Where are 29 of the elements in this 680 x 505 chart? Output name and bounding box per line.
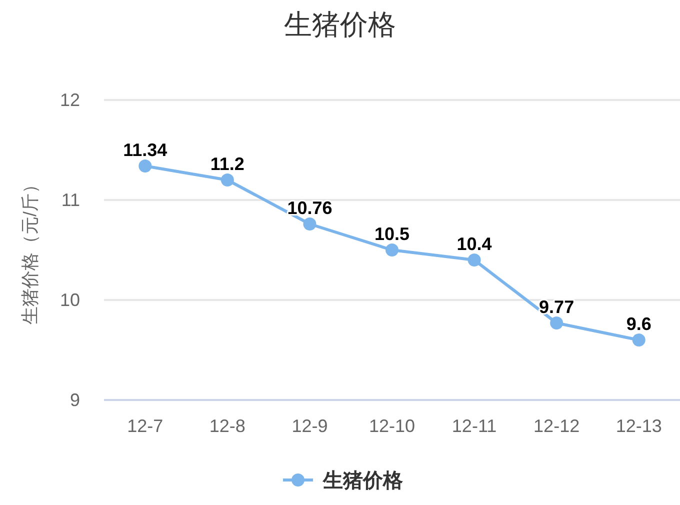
y-axis-title: 生猪价格（元/斤）: [20, 175, 40, 325]
point: [632, 334, 646, 346]
data-label: 9.77: [539, 297, 574, 317]
legend-label: 生猪价格: [322, 470, 404, 492]
data-label: 9.6: [626, 314, 652, 334]
x-tick-label: 12-7: [127, 416, 164, 436]
y-tick-label: 10: [60, 290, 80, 310]
data-label: 10.76: [287, 198, 332, 218]
data-label: 11.2: [210, 154, 244, 174]
x-tick-label: 12-13: [616, 416, 662, 436]
x-tick-label: 12-8: [209, 416, 246, 436]
y-tick-label: 12: [60, 90, 80, 110]
chart-title: 生猪价格: [284, 9, 396, 40]
y-tick-label: 9: [70, 390, 80, 410]
data-label: 11.34: [123, 140, 168, 160]
x-tick-label: 12-11: [452, 416, 497, 436]
point: [386, 244, 398, 256]
y-tick-label: 11: [61, 190, 80, 210]
legend: 生猪价格: [283, 470, 403, 492]
data-label: 10.4: [456, 234, 492, 254]
x-tick-label: 12-12: [534, 416, 580, 436]
point: [220, 174, 234, 186]
x-tick-label: 12-10: [368, 416, 416, 436]
data-label: 10.5: [374, 224, 410, 244]
point: [303, 218, 316, 230]
x-tick-label: 12-9: [292, 416, 328, 436]
point: [138, 160, 152, 172]
point: [550, 316, 564, 330]
point: [468, 254, 481, 266]
